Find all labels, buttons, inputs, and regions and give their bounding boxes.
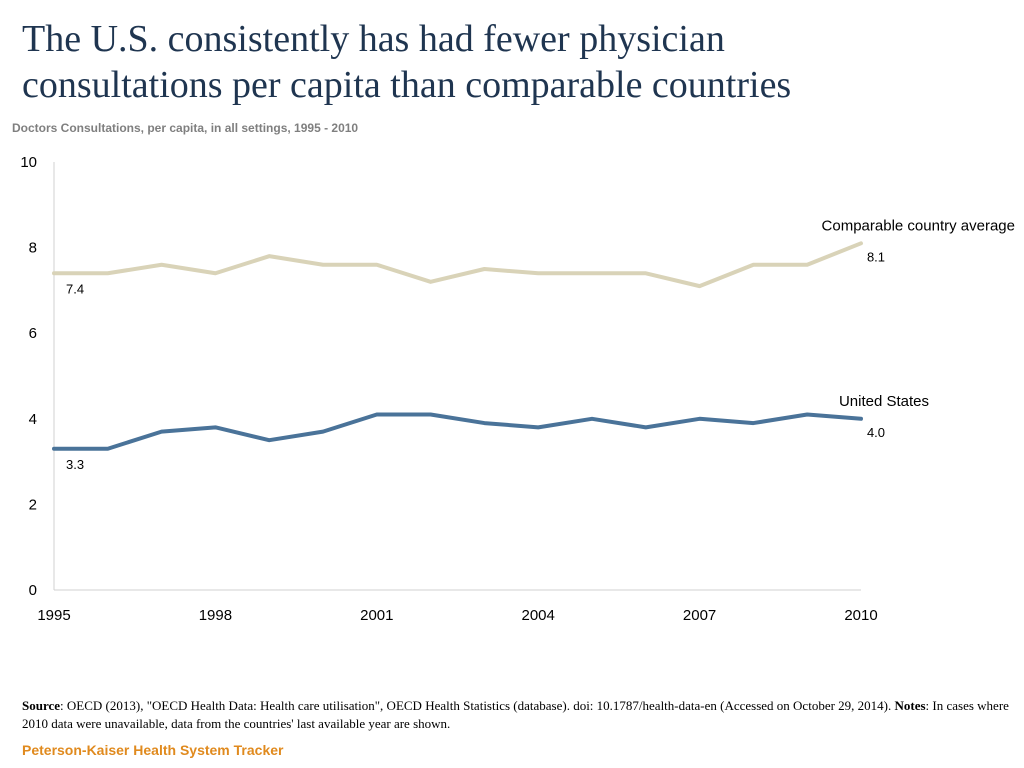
end-value-label: 4.0 — [867, 425, 885, 440]
end-value-label: 8.1 — [867, 249, 885, 264]
notes-label: Notes — [894, 698, 926, 713]
source-label: Source — [22, 698, 61, 713]
x-tick-label: 2001 — [360, 607, 393, 624]
title-line-2: consultations per capita than comparable… — [22, 64, 792, 106]
x-tick-label: 2010 — [844, 607, 877, 624]
notes-text: : In cases where 2010 data were unavaila… — [22, 698, 1009, 731]
line-chart: 0 2 4 6 8 10 1995 1998 2001 2004 2007 2010 7.4 8.1 Co… — [20, 154, 1015, 624]
x-tick-label: 2007 — [683, 607, 716, 624]
series-line-comparable-average — [52, 241, 863, 289]
brand-logo-text: Peterson-Kaiser Health System Tracker — [22, 742, 284, 758]
source-text: : OECD (2013), "OECD Health Data: Health… — [60, 698, 895, 713]
labels-layer: 7.4 8.1 Comparable country average 3.3 4.0 Un… — [66, 217, 1015, 471]
start-value-label: 3.3 — [66, 457, 84, 472]
axes: 0 2 4 6 8 10 1995 1998 2001 2004 2007 2010 — [20, 154, 877, 624]
series-name-label: United States — [839, 393, 929, 410]
series-name-label: Comparable country average — [822, 217, 1015, 234]
y-tick-label: 6 — [29, 325, 37, 342]
x-tick-label: 1998 — [199, 607, 232, 624]
y-tick-label: 8 — [29, 240, 37, 257]
source-note: Source: OECD (2013), "OECD Health Data: … — [22, 697, 1012, 733]
chart-subtitle: Doctors Consultations, per capita, in al… — [12, 121, 359, 135]
title-line-1: The U.S. consistently has had fewer phys… — [22, 18, 725, 60]
y-tick-label: 4 — [29, 411, 37, 428]
series-line-united-states — [52, 412, 863, 451]
start-value-label: 7.4 — [66, 281, 84, 296]
series-layer — [52, 241, 863, 451]
y-tick-label: 10 — [20, 154, 37, 171]
y-tick-label: 2 — [29, 496, 37, 513]
x-tick-label: 1995 — [37, 607, 70, 624]
chart-title: The U.S. consistently has had fewer phys… — [22, 16, 1012, 108]
x-tick-label: 2004 — [522, 607, 555, 624]
y-tick-label: 0 — [29, 582, 37, 599]
